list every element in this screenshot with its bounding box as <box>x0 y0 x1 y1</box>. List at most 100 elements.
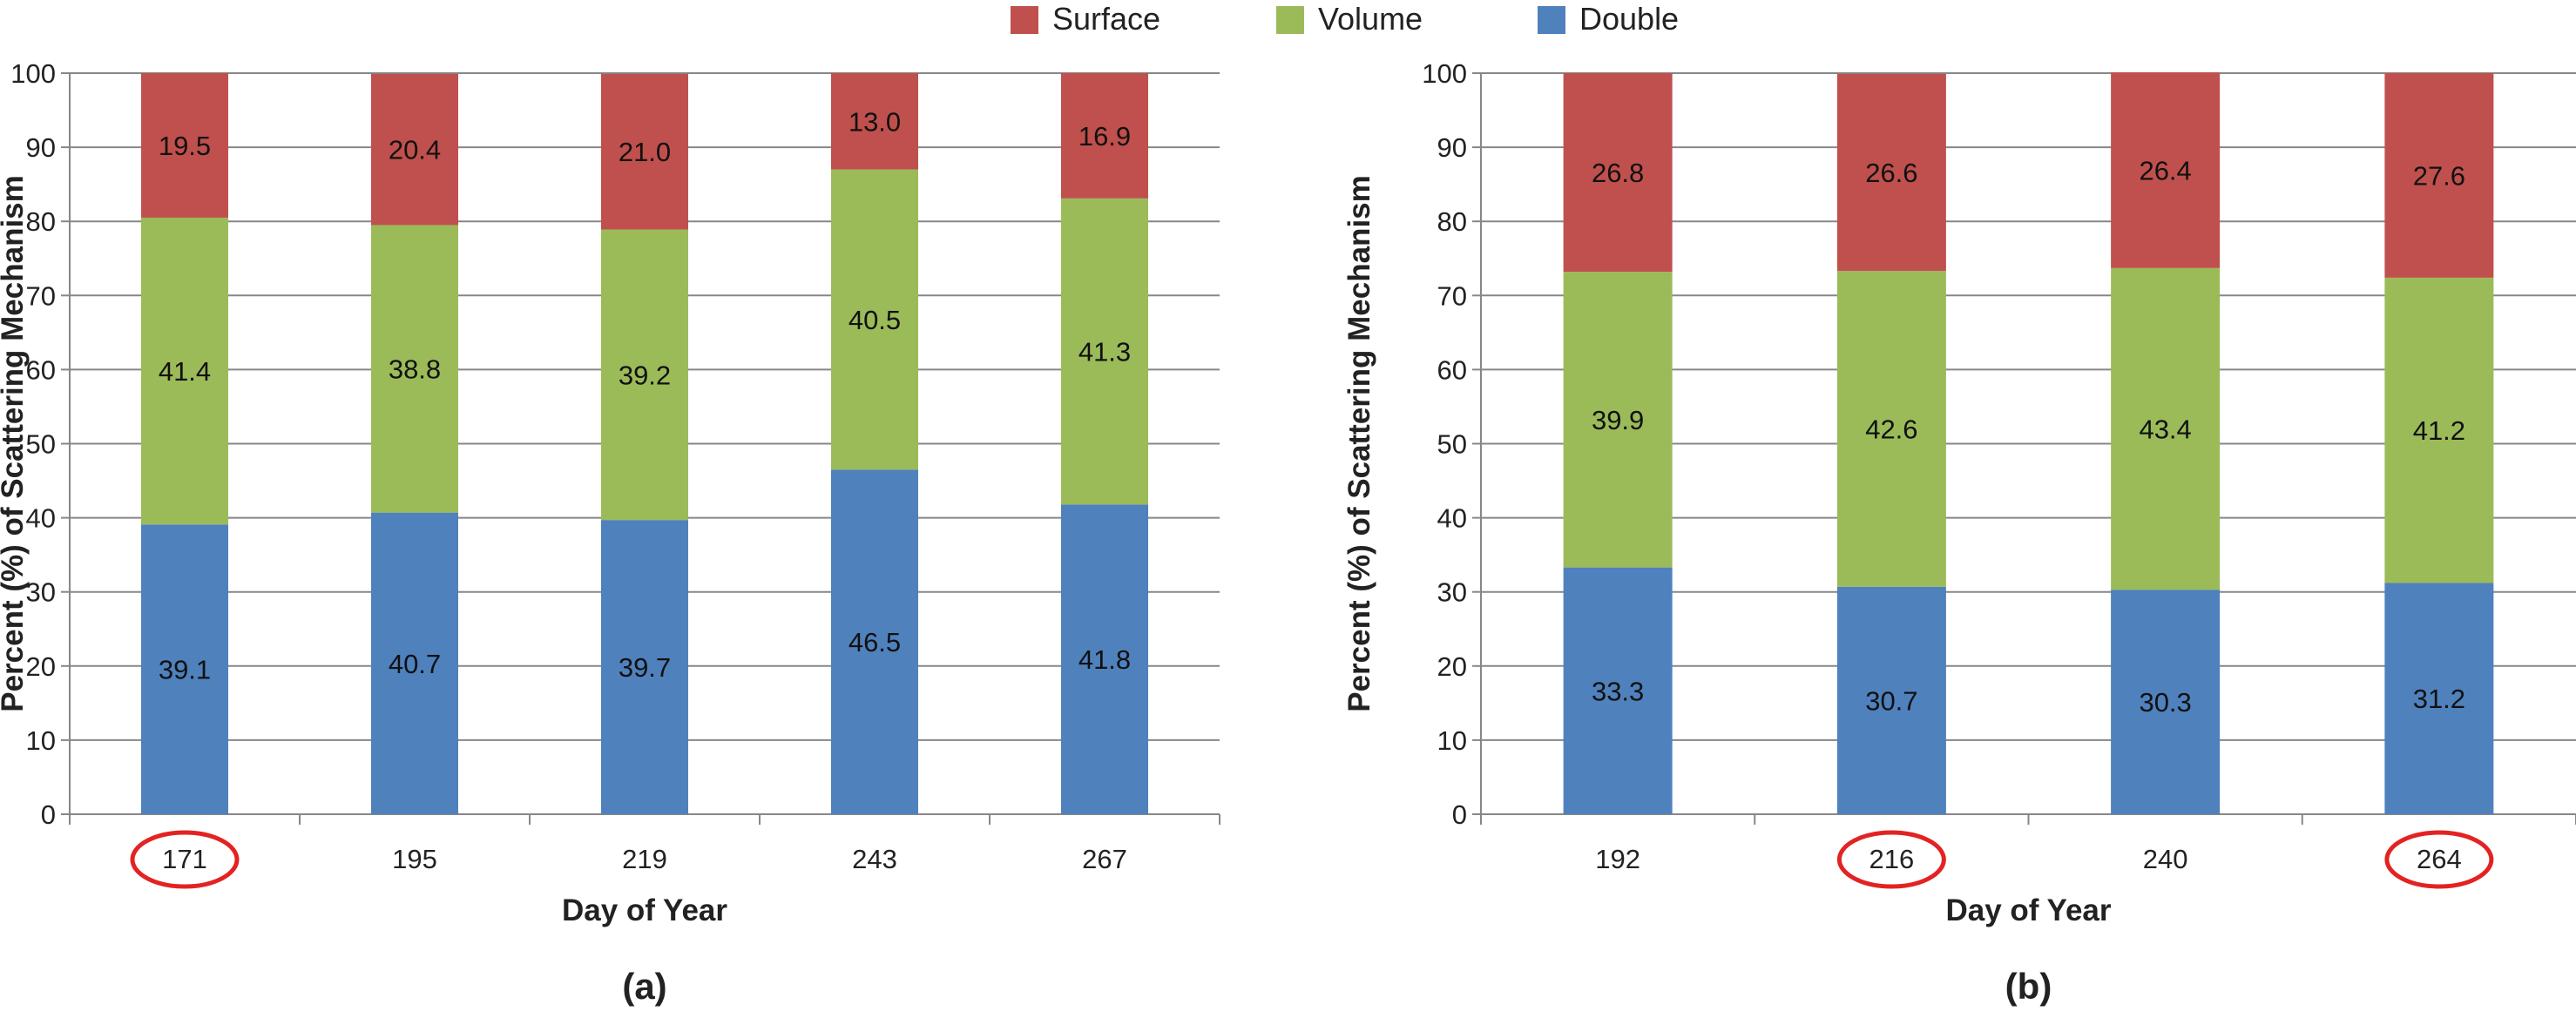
highlight-circle-264 <box>2384 830 2494 889</box>
bar-volume-171 <box>141 217 228 525</box>
legend-swatch-volume <box>1276 6 1304 34</box>
y-axis-title: Percent (%) of Scattering Mechanism <box>0 175 30 712</box>
legend-label-volume: Volume <box>1318 1 1423 37</box>
highlight-circle-171 <box>130 830 240 889</box>
x-tick-label-171: 171 <box>162 844 207 874</box>
bar-volume-264 <box>2384 277 2494 583</box>
x-tick-label-240: 240 <box>2143 844 2188 874</box>
data-label-surface-243: 13.0 <box>849 106 901 137</box>
panel-label: (b) <box>2005 966 2052 1007</box>
bar-volume-219 <box>601 229 688 521</box>
data-label-surface-240: 26.4 <box>2139 155 2191 185</box>
y-tick-label: 60 <box>26 354 56 385</box>
bar-volume-192 <box>1563 272 1673 568</box>
legend-swatch-double <box>1538 6 1565 34</box>
bar-surface-219 <box>601 73 688 230</box>
data-label-volume-240: 43.4 <box>2139 414 2191 444</box>
y-tick-label: 50 <box>1437 429 1467 460</box>
data-label-double-267: 41.8 <box>1078 644 1131 675</box>
bar-volume-195 <box>371 225 458 513</box>
bar-double-219 <box>601 520 688 814</box>
x-tick-label-267: 267 <box>1082 844 1127 874</box>
chart-panel-a: 0 10 20 30 40 50 60 70 80 90 100 39.1 41.4 19.5 171 40.… <box>0 58 1220 1007</box>
y-tick-label: 20 <box>1437 651 1467 682</box>
data-label-double-264: 31.2 <box>2413 684 2465 714</box>
y-tick-label: 50 <box>26 429 56 460</box>
x-tick-label-195: 195 <box>392 844 437 874</box>
bar-surface-195 <box>371 73 458 226</box>
data-label-double-216: 30.7 <box>1865 685 1917 716</box>
data-label-volume-243: 40.5 <box>849 305 901 335</box>
bar-double-216 <box>1836 586 1946 814</box>
data-label-surface-195: 20.4 <box>389 135 441 165</box>
y-tick-label: 20 <box>26 651 56 682</box>
bar-double-264 <box>2384 583 2494 814</box>
legend: Surface Volume Double <box>1011 1 1679 37</box>
data-label-double-195: 40.7 <box>389 649 441 679</box>
x-axis-title: Day of Year <box>562 893 727 927</box>
y-tick-label: 10 <box>1437 725 1467 756</box>
bar-double-195 <box>371 512 458 814</box>
y-tick-label: 80 <box>1437 206 1467 237</box>
y-tick-label: 60 <box>1437 354 1467 385</box>
y-axis-title: Percent (%) of Scattering Mechanism <box>1342 175 1376 712</box>
y-tick-label: 80 <box>26 206 56 237</box>
data-label-volume-192: 39.9 <box>1592 405 1644 435</box>
y-tick-label: 40 <box>26 503 56 534</box>
bar-surface-216 <box>1836 73 1946 272</box>
y-tick-label: 70 <box>26 280 56 311</box>
y-tick-label: 100 <box>10 58 56 89</box>
bar-double-171 <box>141 524 228 814</box>
y-tick-label: 90 <box>1437 132 1467 163</box>
bar-volume-267 <box>1061 198 1148 505</box>
y-tick-label: 0 <box>41 799 56 830</box>
data-label-surface-264: 27.6 <box>2413 160 2465 191</box>
data-label-volume-264: 41.2 <box>2413 415 2465 446</box>
x-axis-title: Day of Year <box>1945 893 2111 927</box>
data-label-double-243: 46.5 <box>849 627 901 657</box>
data-label-volume-216: 42.6 <box>1865 414 1917 444</box>
bar-double-267 <box>1061 504 1148 814</box>
data-label-volume-267: 41.3 <box>1078 337 1131 367</box>
bar-surface-243 <box>831 73 918 170</box>
data-label-surface-171: 19.5 <box>159 131 211 161</box>
data-label-volume-171: 41.4 <box>159 356 211 387</box>
chart-panel-b: 0 10 20 30 40 50 60 70 80 90 100 33.3 39.9 26.8 192 30.… <box>1342 58 2576 1007</box>
legend-label-surface: Surface <box>1052 1 1160 37</box>
x-tick-label-192: 192 <box>1595 844 1640 874</box>
data-label-surface-192: 26.8 <box>1592 158 1644 188</box>
bar-surface-171 <box>141 73 228 218</box>
bar-volume-240 <box>2111 267 2221 590</box>
bar-double-192 <box>1563 567 1673 814</box>
y-tick-label: 40 <box>1437 503 1467 534</box>
y-tick-label: 30 <box>1437 577 1467 608</box>
highlight-circle-216 <box>1836 830 1946 889</box>
bar-surface-192 <box>1563 73 1673 273</box>
y-tick-label: 0 <box>1452 799 1467 830</box>
bar-volume-243 <box>831 169 918 470</box>
panel-label: (a) <box>622 966 666 1007</box>
y-tick-label: 30 <box>26 577 56 608</box>
x-tick-label-243: 243 <box>852 844 897 874</box>
data-label-double-219: 39.7 <box>619 652 671 683</box>
data-label-volume-219: 39.2 <box>619 360 671 390</box>
bar-surface-240 <box>2111 72 2221 268</box>
bar-surface-267 <box>1061 73 1148 199</box>
x-tick-label-216: 216 <box>1869 844 1915 874</box>
y-tick-label: 100 <box>1422 58 1467 89</box>
data-label-surface-216: 26.6 <box>1865 158 1917 188</box>
data-label-volume-195: 38.8 <box>389 354 441 385</box>
y-tick-label: 90 <box>26 132 56 163</box>
bar-double-243 <box>831 469 918 814</box>
data-label-double-240: 30.3 <box>2139 687 2191 718</box>
data-label-double-171: 39.1 <box>159 655 211 685</box>
legend-swatch-surface <box>1011 6 1038 34</box>
x-tick-label-264: 264 <box>2417 844 2462 874</box>
data-label-double-192: 33.3 <box>1592 676 1644 706</box>
bar-double-240 <box>2111 590 2221 814</box>
bar-volume-216 <box>1836 271 1946 587</box>
data-label-surface-219: 21.0 <box>619 137 671 167</box>
bar-surface-264 <box>2384 73 2494 278</box>
x-tick-label-219: 219 <box>622 844 667 874</box>
